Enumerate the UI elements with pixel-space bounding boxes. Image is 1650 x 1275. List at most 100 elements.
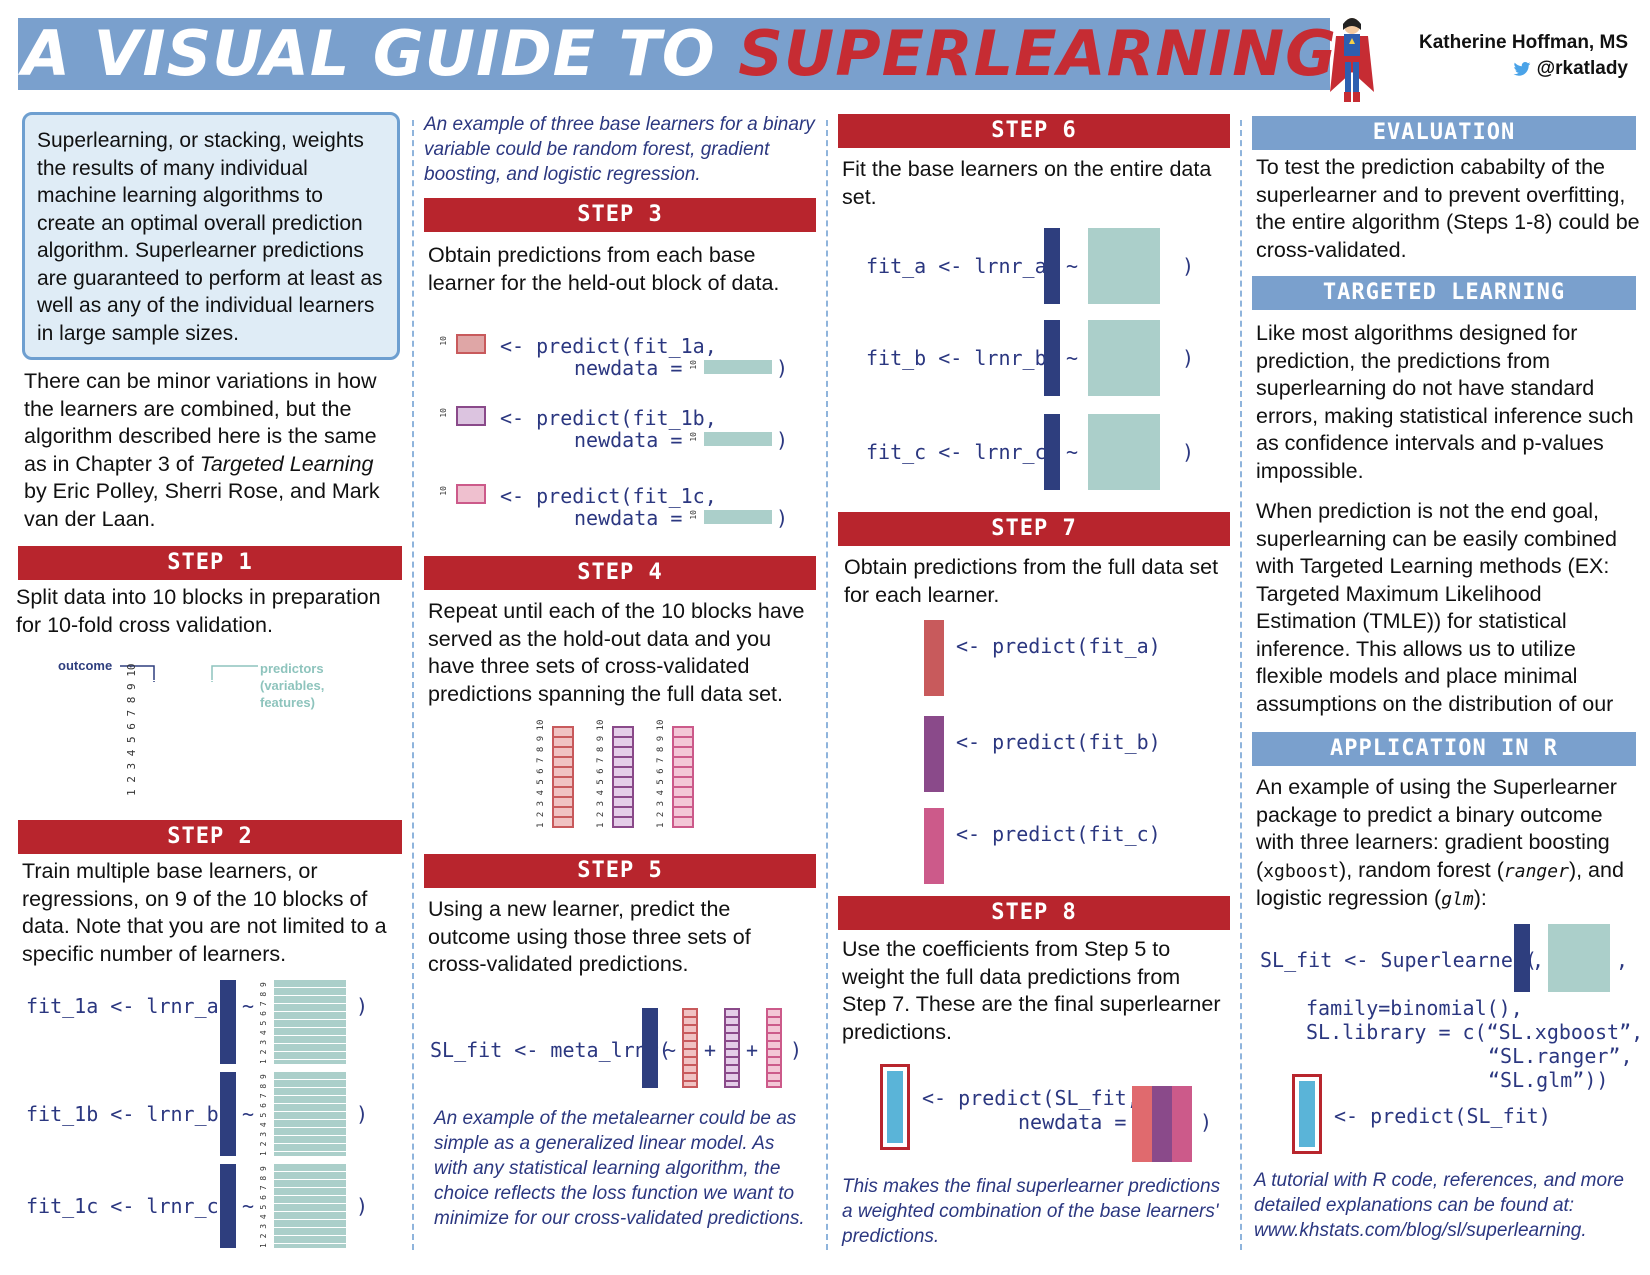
- code-predict-sl: <- predict(SL_fit): [1334, 1104, 1551, 1128]
- column-divider-1: [412, 120, 414, 1250]
- fold-numbers-c: 1 2 3 4 5 6 7 8 9 10: [656, 719, 666, 828]
- step4-header: STEP 4: [424, 556, 816, 590]
- code-library: SL.library = c(“SL.xgboost”,: [1306, 1020, 1644, 1044]
- predict-1c-row: 10 <- predict(fit_1c, newdata = 10 ): [439, 484, 810, 534]
- page-title: A VISUAL GUIDE TO SUPERLEARNING: [22, 18, 1337, 90]
- full-predictors: [1548, 924, 1610, 992]
- close-paren: ): [776, 356, 789, 380]
- handle-row: @rkatlady: [1419, 56, 1628, 82]
- full-pred-c: [924, 808, 944, 884]
- variation-paragraph: There can be minor variations in how the…: [24, 368, 402, 533]
- pred-block-1c: [456, 484, 486, 504]
- train-numbers: 1 2 3 4 5 6 7 8 9: [259, 1074, 268, 1156]
- code-predict-b: <- predict(fit_b): [956, 730, 1161, 754]
- intro-text: Superlearning, or stacking, weights the …: [37, 129, 383, 345]
- close-paren: ): [1200, 1110, 1213, 1134]
- sl-pred-block: [1299, 1081, 1315, 1147]
- application-text-mid1: ), random forest (: [1339, 857, 1504, 882]
- code-predict-a: <- predict(fit_a): [956, 634, 1161, 658]
- ten-label: 10: [439, 408, 448, 418]
- variation-text: There can be minor variations in how the…: [24, 369, 377, 476]
- code-library-ranger: “SL.ranger”,: [1488, 1044, 1633, 1068]
- predict-1b-row: 10 <- predict(fit_1b, newdata = 10 ): [439, 406, 810, 456]
- step5-text: Using a new learner, predict the outcome…: [428, 897, 751, 976]
- step7-text: Obtain predictions from the full data se…: [844, 555, 1219, 607]
- cv-pred-a: [682, 1008, 698, 1088]
- close-paren: ): [356, 994, 369, 1018]
- application-text-intro: An example of using the Superlearner pac…: [1256, 775, 1617, 882]
- outcome-leader-line: [120, 665, 155, 682]
- train-predictors: [274, 1072, 346, 1156]
- predictors-label: predictors (variables, features): [260, 661, 325, 710]
- step8-header: STEP 8: [838, 896, 1230, 930]
- code-fit-1a: fit_1a <- lrnr_a(: [26, 994, 231, 1018]
- author-handle: @rkatlady: [1536, 58, 1628, 79]
- code-predict-c: <- predict(fit_c): [956, 822, 1161, 846]
- fit-c-row: fit_c <- lrnr_c( ~ ): [866, 414, 1226, 490]
- full-pred-a-block: [1132, 1086, 1152, 1162]
- code-meta-lrnr: SL_fit <- meta_lrnr(: [430, 1038, 671, 1062]
- outcome-column: [142, 680, 162, 796]
- full-pred-b-block: [1152, 1086, 1172, 1162]
- meta-learner-note: An example of the metalearner could be a…: [434, 1108, 805, 1229]
- pred-block-1b: [456, 406, 486, 426]
- code-fit-a: fit_a <- lrnr_a(: [866, 254, 1059, 278]
- cv-pred-b: [724, 1008, 740, 1088]
- title-part-2: SUPERLEARNING: [738, 17, 1338, 90]
- fold-numbers-a: 1 2 3 4 5 6 7 8 9 10: [536, 719, 546, 828]
- ten-label: 10: [689, 510, 698, 520]
- application-text: An example of using the Superlearner pac…: [1256, 774, 1642, 914]
- step2-text: Train multiple base learners, or regress…: [22, 859, 387, 966]
- twitter-icon: [1513, 62, 1530, 76]
- plus-sign: +: [746, 1038, 759, 1062]
- close-paren: ): [776, 428, 789, 452]
- variation-authors: by Eric Polley, Sherri Rose, and Mark va…: [24, 479, 380, 531]
- step8-text: Use the coefficients from Step 5 to weig…: [842, 937, 1221, 1044]
- train-predictors: [274, 980, 346, 1064]
- full-predictors: [1088, 228, 1160, 304]
- train-numbers: 1 2 3 4 5 6 7 8 9: [259, 982, 268, 1064]
- book-title: Targeted Learning: [199, 451, 374, 476]
- code-newdata: newdata =: [574, 428, 695, 452]
- code-fit-c: fit_c <- lrnr_c(: [866, 440, 1059, 464]
- column-divider-2: [826, 120, 828, 1250]
- xgboost-name: xgboost: [1263, 860, 1340, 882]
- ten-label: 10: [439, 336, 448, 346]
- step5-header: STEP 5: [424, 854, 816, 888]
- close-paren: ): [356, 1194, 369, 1218]
- full-predictors: [1088, 320, 1160, 396]
- close-paren: ): [776, 506, 789, 530]
- application-text-mid2: ), and logistic regression (: [1256, 857, 1624, 911]
- code-newdata: newdata =: [574, 356, 695, 380]
- outcome-bar: [642, 1008, 658, 1088]
- code-predict-sl: <- predict(SL_fit,: [922, 1086, 1139, 1110]
- base-learner-example-note: An example of three base learners for a …: [424, 114, 815, 185]
- targeted-learning-text-1: Like most algorithms designed for predic…: [1256, 321, 1634, 483]
- outcome-bar: [220, 1072, 236, 1156]
- cv-stack-b: [612, 726, 634, 828]
- code-fit-1c: fit_1c <- lrnr_c(: [26, 1194, 231, 1218]
- holdout-block: [704, 432, 772, 446]
- tilde: ~: [242, 994, 255, 1018]
- step6-header: STEP 6: [838, 114, 1230, 148]
- targeted-learning-text-2: When prediction is not the end goal, sup…: [1256, 499, 1617, 716]
- ten-label: 10: [689, 360, 698, 370]
- code-comma: ,: [1616, 948, 1629, 972]
- outcome-bar: [1044, 320, 1060, 396]
- holdout-block: [704, 510, 772, 524]
- author-block: Katherine Hoffman, MS @rkatlady: [1419, 30, 1628, 82]
- r-code-example: SL_fit <- Superlearner( , , family=binom…: [1258, 924, 1644, 1144]
- cv-pred-c: [766, 1008, 782, 1088]
- title-banner: [18, 18, 1330, 90]
- outcome-label: outcome: [58, 658, 113, 673]
- glm-name: glm: [1441, 889, 1474, 910]
- outcome-bar: [1044, 414, 1060, 490]
- step4-text: Repeat until each of the 10 blocks have …: [428, 599, 805, 706]
- close-paren: ): [790, 1038, 803, 1062]
- predictors-leader-line: [211, 665, 258, 682]
- step6-text: Fit the base learners on the entire data…: [842, 157, 1212, 209]
- close-paren: ): [356, 1102, 369, 1126]
- close-paren: ): [1182, 254, 1195, 278]
- train-predictors: [274, 1164, 346, 1248]
- code-predict-1c: <- predict(fit_1c,: [500, 484, 717, 508]
